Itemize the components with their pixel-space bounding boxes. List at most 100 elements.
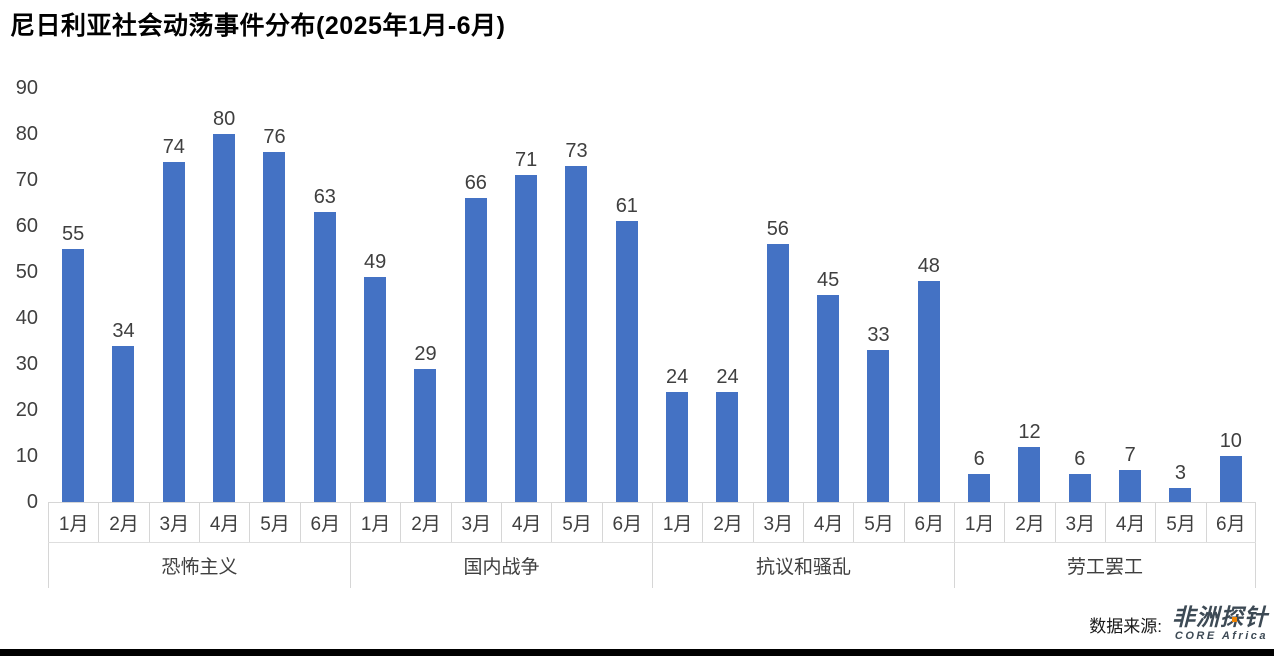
bar-value-label: 29 (414, 342, 437, 365)
bar-cell: 63 (300, 187, 350, 502)
bar-cell: 24 (702, 367, 752, 502)
bar-value-label: 6 (1074, 448, 1086, 471)
bar (515, 175, 538, 502)
month-label: 2月 (400, 503, 450, 542)
y-tick-label: 30 (15, 353, 38, 375)
month-label: 4月 (802, 503, 853, 542)
y-tick-label: 10 (15, 445, 38, 467)
bar-value-label: 3 (1174, 462, 1187, 485)
month-label: 3月 (752, 503, 803, 542)
y-tick-label: 60 (15, 215, 38, 237)
month-label: 5月 (1155, 503, 1205, 542)
bar-cell: 7 (1105, 445, 1155, 502)
bar (565, 166, 588, 502)
month-axis: 1月 2月 3月 4月 5月 6月 1月 2月 3月 4月 5月 6月 1月 2月 3月 4月 5月 6月 1月 2月… (48, 502, 1256, 543)
bar-value-label: 7 (1124, 443, 1136, 466)
month-label: 6月 (601, 503, 652, 542)
bar-cell: 33 (853, 325, 903, 502)
bar-cell: 10 (1206, 431, 1256, 502)
bar (615, 221, 638, 502)
category-label: 劳工罢工 (954, 543, 1256, 588)
bar (364, 276, 387, 502)
bar-value-label: 55 (62, 223, 85, 245)
bar-value-label: 66 (464, 172, 487, 195)
month-label: 2月 (98, 503, 148, 542)
bar-cell: 61 (602, 196, 652, 502)
bar (666, 391, 689, 502)
bar-value-label: 73 (565, 140, 588, 163)
month-label: 4月 (198, 503, 249, 542)
month-label: 4月 (1104, 503, 1155, 542)
chart-title: 尼日利亚社会动荡事件分布(2025年1月-6月) (10, 12, 506, 40)
bar-cell: 80 (199, 109, 249, 502)
y-axis: 0 10 20 30 40 50 60 70 80 90 (0, 78, 40, 512)
logo-chinese-text: 非洲探针 (1172, 604, 1268, 630)
bar-cell: 48 (904, 256, 954, 502)
bar-value-label: 71 (515, 149, 538, 172)
month-label: 3月 (148, 503, 199, 542)
bar (112, 345, 135, 502)
bar-cell: 73 (551, 141, 601, 502)
bar (62, 249, 85, 502)
month-label: 5月 (853, 503, 903, 542)
bar (867, 350, 890, 502)
month-label: 2月 (1004, 503, 1054, 542)
month-label: 1月 (349, 503, 400, 542)
month-label: 6月 (299, 503, 350, 542)
month-label: 2月 (702, 503, 752, 542)
bar (1018, 446, 1041, 502)
bar (716, 391, 739, 502)
bar (162, 161, 185, 502)
month-label: 6月 (1205, 503, 1256, 542)
bar-value-label: 61 (615, 195, 638, 218)
bar-cell: 49 (350, 252, 400, 502)
bar-value-label: 48 (917, 255, 940, 278)
plot-area: 55 34 74 80 76 63 49 29 66 71 73 61 24 24 56 45 33 48 6 12 6… (48, 88, 1256, 502)
y-tick-label: 80 (15, 123, 38, 145)
bar (968, 474, 991, 502)
bar-value-label: 24 (666, 365, 689, 388)
bar-value-label: 56 (766, 218, 789, 241)
bar (1219, 456, 1242, 502)
month-label: 1月 (48, 503, 98, 542)
y-tick-label: 20 (15, 399, 38, 421)
bar-value-label: 63 (313, 186, 336, 209)
bar (1068, 474, 1091, 502)
bar (313, 212, 336, 502)
bar (817, 295, 840, 502)
bar (1169, 488, 1192, 502)
bar-value-label: 33 (867, 324, 890, 347)
bar-cell: 45 (803, 270, 853, 502)
bar-value-label: 34 (112, 319, 135, 342)
month-label: 6月 (903, 503, 954, 542)
month-label: 1月 (953, 503, 1004, 542)
month-label: 5月 (551, 503, 601, 542)
bar-value-label: 76 (263, 126, 286, 149)
bar (464, 198, 487, 502)
bar-cell: 6 (1055, 449, 1105, 502)
y-tick-label: 50 (15, 261, 38, 283)
bar (1119, 469, 1142, 502)
bar-value-label: 80 (213, 108, 236, 130)
bar-cell: 74 (149, 137, 199, 502)
bar-cell: 71 (501, 150, 551, 502)
core-africa-logo: 非洲探针 CORE Africa (1172, 606, 1268, 642)
bar (414, 368, 437, 502)
bar-cell: 34 (98, 321, 148, 502)
y-tick-label: 0 (26, 491, 38, 513)
bar-cell: 56 (753, 219, 803, 502)
bar-value-label: 49 (364, 250, 387, 273)
category-label: 抗议和骚乱 (652, 543, 954, 588)
logo-accent-dot (1232, 617, 1237, 622)
month-label: 5月 (249, 503, 299, 542)
bar (263, 152, 286, 502)
month-label: 4月 (500, 503, 551, 542)
bar-cell: 29 (400, 344, 450, 502)
bar-value-label: 12 (1018, 420, 1041, 443)
bar-value-label: 45 (817, 269, 840, 291)
category-axis: 恐怖主义 国内战争 抗议和骚乱 劳工罢工 (48, 543, 1256, 588)
bar-cell: 12 (1004, 422, 1054, 502)
source-footer: 数据来源: 非洲探针 CORE Africa (1089, 600, 1268, 648)
bar (213, 134, 236, 502)
